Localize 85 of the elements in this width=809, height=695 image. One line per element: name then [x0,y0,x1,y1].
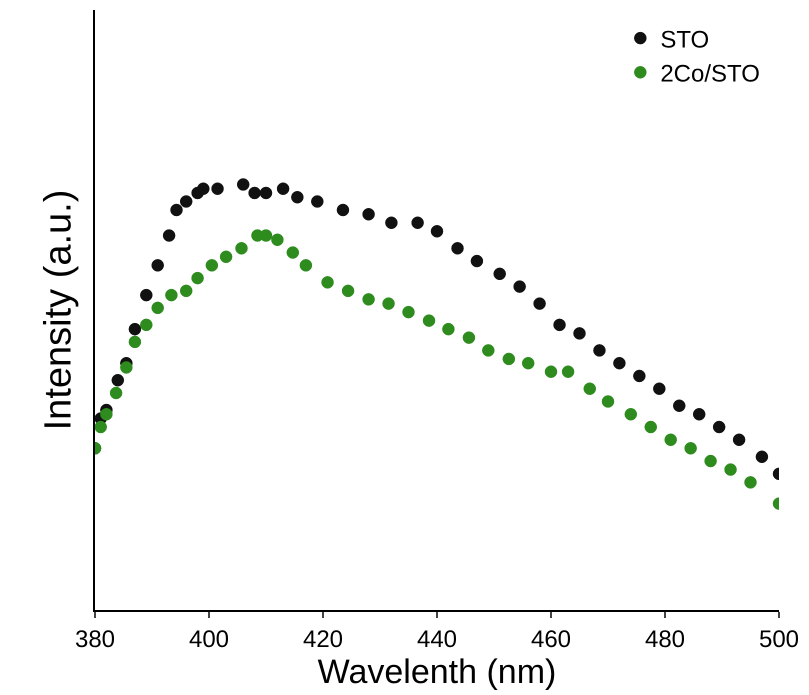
point [336,204,350,216]
point [248,186,261,200]
point [342,284,354,298]
point [664,434,677,446]
point [206,259,218,272]
point [385,216,398,230]
point [110,386,122,400]
point [712,420,726,434]
point [756,450,768,464]
point [430,225,444,238]
point [276,182,290,195]
point [321,276,334,289]
legend-label: STO [660,26,710,54]
point [211,182,224,195]
point [100,408,113,421]
point [220,250,232,264]
x-axis-title: Wavelenth (nm) [318,652,556,691]
point [151,302,164,314]
point [236,178,250,191]
x-tick-label: 380 [74,626,116,653]
point [286,246,300,259]
point [151,259,164,272]
point [644,420,657,434]
point [502,352,516,366]
x-tick-label: 420 [302,626,344,653]
point [362,208,375,221]
point [562,365,574,378]
y-axis-title: Intensity (a.u.) [38,190,80,430]
point [704,454,717,468]
point [165,288,178,302]
point [362,293,375,306]
point [653,382,666,395]
point [613,356,626,370]
point [95,420,107,434]
point [382,297,395,310]
x-tick-label: 400 [188,626,230,653]
point [724,463,737,476]
point [513,280,526,293]
point [128,322,142,336]
point [633,370,646,382]
point [311,195,324,208]
point [470,254,484,268]
point [533,297,546,310]
point [291,190,304,204]
point [451,242,464,255]
point [140,288,153,302]
point [300,259,312,272]
point [744,476,757,489]
point [271,234,284,246]
legend-label: 2Co/STO [660,60,760,88]
point [692,408,706,421]
point [553,318,566,332]
point [162,229,176,242]
point [411,216,424,230]
point [260,186,272,200]
point [544,365,558,378]
point [673,399,686,412]
point [128,336,142,348]
point [593,344,606,357]
x-tick-label: 460 [530,626,572,653]
point [120,361,133,374]
point [180,195,192,208]
point [140,318,153,332]
point [684,442,697,455]
point [422,314,436,327]
x-tick-label: 440 [416,626,458,653]
point [732,434,746,446]
point [482,344,495,357]
point [462,331,476,344]
point [180,284,192,298]
point [112,374,124,386]
point [493,268,506,280]
point [624,408,638,421]
x-tick-label: 480 [644,626,686,653]
point [522,356,534,370]
point [191,272,204,284]
point [584,382,596,395]
point [235,242,248,255]
point [573,327,586,340]
point [402,306,415,318]
x-tick-label: 500 [758,626,800,653]
point [442,322,455,336]
point [170,204,183,216]
point [602,395,614,408]
point [197,182,210,195]
